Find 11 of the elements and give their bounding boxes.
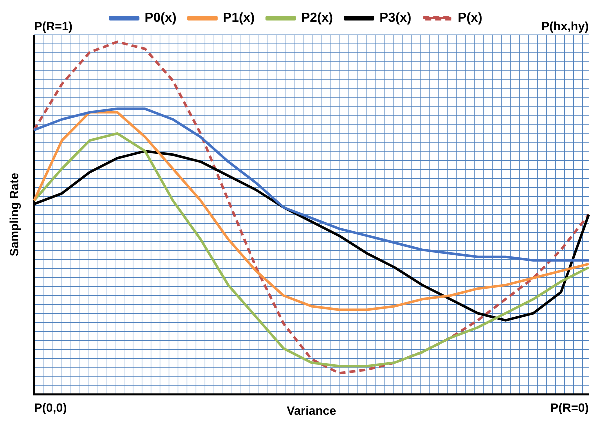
legend-label: P0(x) <box>144 10 177 26</box>
legend-label: P3(x) <box>380 10 412 26</box>
x-axis-title: Variance <box>287 404 337 418</box>
text: P(R=0) <box>550 400 590 415</box>
legend-label: P(x) <box>458 10 483 26</box>
legend-label: P1(x) <box>223 10 255 26</box>
legend-label: P2(x) <box>301 10 334 26</box>
text: P(0,0) <box>34 400 68 415</box>
y-axis-title: Sampling Rate <box>8 172 22 256</box>
text: P(hx,hy) <box>542 19 589 34</box>
text: P(R=1) <box>34 19 73 34</box>
